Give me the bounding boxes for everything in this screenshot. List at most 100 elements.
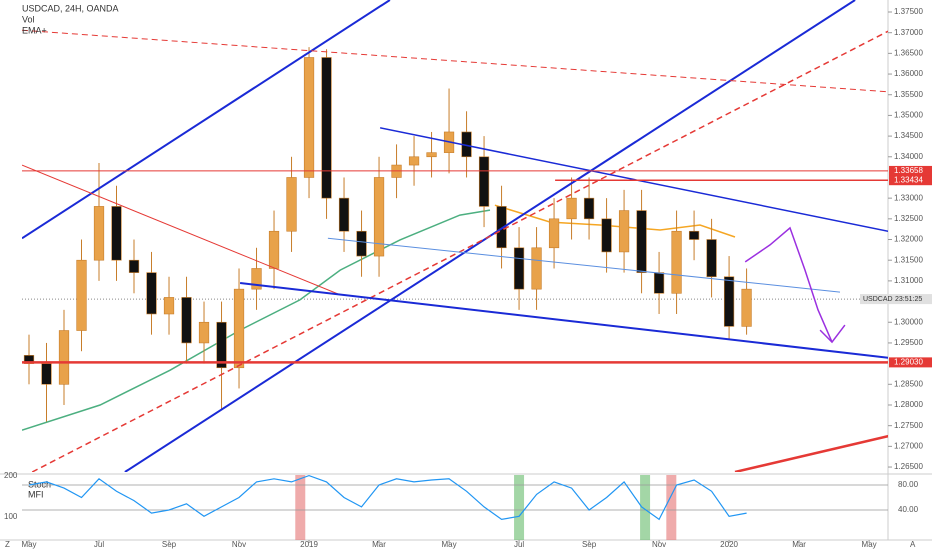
y-tick-label: 1.34500 (894, 131, 923, 140)
price-tag (889, 165, 932, 176)
signal-highlight (666, 475, 677, 540)
candle-body (408, 156, 420, 166)
candle-body (548, 218, 560, 249)
trend-line (734, 434, 888, 472)
price-tag (889, 175, 932, 186)
y-tick-label: 1.36500 (894, 48, 923, 57)
trend-line (239, 282, 888, 359)
y-tick-label: 1.31000 (894, 276, 923, 285)
y-tick-label: 80.00 (898, 480, 919, 489)
candle-body (233, 288, 245, 369)
price-tag (889, 357, 932, 368)
candle-body (128, 259, 140, 273)
y-tick-label: 1.30000 (894, 317, 923, 326)
trend-line (22, 0, 391, 240)
trend-line (819, 324, 846, 344)
y-tick-label: 1.28000 (894, 400, 923, 409)
candle-body (566, 197, 577, 220)
x-tick-label: Nov (232, 540, 246, 549)
trend-line (22, 209, 491, 431)
y-tick-label: 1.35500 (894, 90, 923, 99)
candle-body (163, 297, 175, 315)
trend-line (22, 29, 888, 93)
candle-body (76, 259, 87, 331)
indicator-label: Vol (22, 14, 35, 24)
candle-body (303, 57, 315, 178)
candle-body (688, 230, 700, 240)
y-tick-label: 1.32000 (894, 235, 923, 244)
y-tick-label: 1.29500 (894, 338, 923, 347)
x-tick-label: Mar (372, 540, 386, 549)
signal-highlight (514, 475, 525, 540)
candle-body (601, 218, 612, 253)
candle-body (373, 177, 385, 257)
x-tick-label: Jul (94, 540, 104, 549)
trend-line (327, 237, 841, 293)
trend-line (31, 30, 888, 472)
symbol-tag (860, 294, 932, 305)
candle-body (268, 230, 280, 269)
trend-line (494, 204, 736, 238)
left-tick-label: 100 (4, 512, 18, 521)
candle-body (58, 330, 70, 385)
x-tick-label: May (21, 540, 36, 549)
x-tick-label: May (862, 540, 877, 549)
candle-body (198, 321, 210, 344)
y-tick-label: 1.27500 (894, 421, 923, 430)
y-tick-label: 1.28500 (894, 379, 923, 388)
price-tag-label: 1.29030 (894, 357, 923, 366)
x-tick-label: Sep (582, 540, 597, 549)
candle-body (531, 247, 542, 290)
price-tag-label: 1.33434 (894, 175, 923, 184)
mfi-line (28, 474, 747, 521)
candle-body (618, 210, 630, 253)
indicator-label: EMA+ (22, 25, 47, 35)
y-tick-label: 1.36000 (894, 69, 923, 78)
x-tick-label: 2019 (300, 540, 318, 549)
x-tick-label: 2020 (720, 540, 738, 549)
y-tick-label: 1.26500 (894, 462, 923, 471)
candle-body (181, 297, 192, 344)
candle-body (111, 206, 122, 261)
y-tick-label: 40.00 (898, 505, 919, 514)
left-tick-label: 200 (4, 471, 18, 480)
y-tick-label: 1.33000 (894, 193, 923, 202)
signal-highlight (640, 475, 651, 540)
y-tick-label: 1.35000 (894, 111, 923, 120)
candle-body (583, 197, 595, 220)
y-tick-label: 1.27000 (894, 441, 923, 450)
x-tick-label: May (441, 540, 456, 549)
corner-label: A (910, 540, 916, 549)
candle-body (321, 57, 332, 199)
candle-body (723, 276, 735, 327)
candle-body (426, 152, 437, 158)
symbol-tag-label: USDCAD (863, 296, 893, 303)
main-pane (22, 0, 888, 472)
trend-line (22, 164, 341, 296)
x-tick-label: Mar (792, 540, 806, 549)
candle-body (41, 363, 52, 385)
countdown-label: 23:51:25 (895, 296, 922, 303)
y-tick-label: 1.37500 (894, 7, 923, 16)
candle-body (93, 206, 105, 261)
candle-body (338, 197, 350, 232)
chart-title: USDCAD, 24H, OANDA (22, 3, 119, 13)
candle-body (286, 177, 297, 232)
corner-label: Z (5, 540, 10, 549)
candle-body (251, 268, 262, 290)
candle-body (671, 230, 682, 294)
candle-body (706, 239, 717, 278)
y-tick-label: 1.31500 (894, 255, 923, 264)
x-tick-label: Sep (162, 540, 177, 549)
y-tick-label: 1.34000 (894, 152, 923, 161)
candle-body (653, 272, 665, 294)
candle-body (146, 272, 157, 315)
x-tick-label: Jul (514, 540, 524, 549)
candle-body (216, 321, 227, 369)
signal-highlight (295, 475, 306, 540)
candle-body (636, 210, 647, 273)
candle-body (741, 288, 752, 327)
candle-body (356, 230, 367, 257)
